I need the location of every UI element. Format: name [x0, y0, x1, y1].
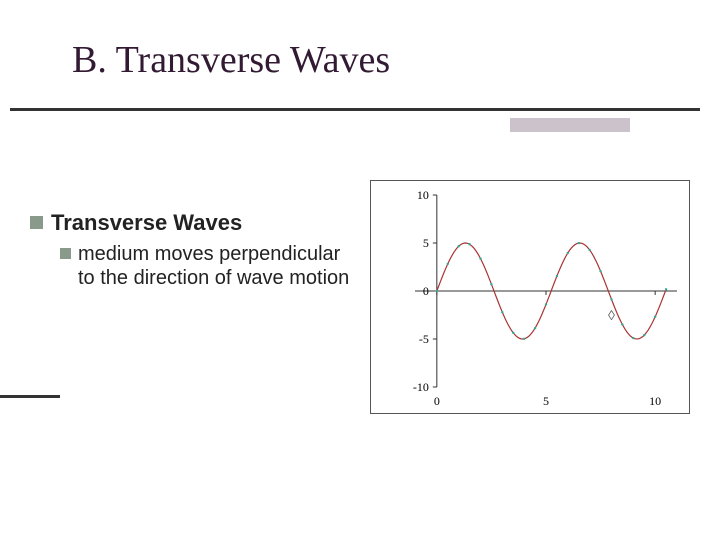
slide: B. Transverse Waves Transverse Waves med… — [0, 0, 720, 540]
header-rule — [10, 108, 700, 111]
svg-text:0: 0 — [434, 394, 440, 408]
page-title: B. Transverse Waves — [72, 38, 660, 82]
svg-text:5: 5 — [423, 236, 429, 250]
svg-text:◊: ◊ — [608, 307, 615, 323]
square-bullet-icon — [60, 248, 71, 259]
svg-text:10: 10 — [417, 188, 429, 202]
list-subtext: medium moves perpendicular to the direct… — [78, 242, 360, 290]
body-text-area: Transverse Waves medium moves perpendicu… — [30, 210, 360, 290]
accent-bar — [510, 118, 630, 132]
svg-text:10: 10 — [649, 394, 661, 408]
svg-text:0: 0 — [423, 284, 429, 298]
wave-chart-svg: -10 -5 0 5 10 0 5 10 ◊ — [371, 181, 689, 413]
left-side-rule — [0, 395, 60, 398]
svg-text:-10: -10 — [413, 380, 429, 394]
svg-text:5: 5 — [543, 394, 549, 408]
square-bullet-icon — [30, 216, 43, 229]
list-item: medium moves perpendicular to the direct… — [60, 242, 360, 290]
wave-chart: -10 -5 0 5 10 0 5 10 ◊ — [370, 180, 690, 414]
title-area: B. Transverse Waves — [72, 38, 660, 92]
list-item: Transverse Waves — [30, 210, 360, 236]
svg-text:-5: -5 — [419, 332, 429, 346]
list-heading: Transverse Waves — [51, 210, 242, 236]
